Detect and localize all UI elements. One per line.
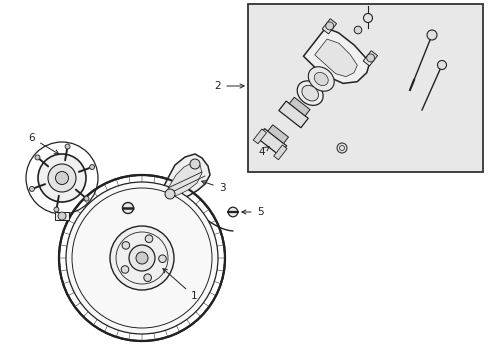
Polygon shape <box>158 154 209 202</box>
Circle shape <box>353 26 361 34</box>
Circle shape <box>228 207 237 217</box>
Circle shape <box>59 175 224 341</box>
Ellipse shape <box>301 85 318 101</box>
Bar <box>247 4 482 172</box>
Polygon shape <box>322 19 336 34</box>
Polygon shape <box>278 101 307 128</box>
Polygon shape <box>257 129 286 156</box>
Circle shape <box>437 60 446 69</box>
Polygon shape <box>289 97 309 116</box>
Circle shape <box>325 22 333 30</box>
Circle shape <box>164 189 175 199</box>
Circle shape <box>143 274 151 282</box>
Circle shape <box>336 143 346 153</box>
Circle shape <box>159 255 166 262</box>
Circle shape <box>66 182 218 334</box>
Circle shape <box>122 202 133 213</box>
Text: 2: 2 <box>214 81 244 91</box>
Circle shape <box>58 212 66 220</box>
Circle shape <box>366 54 374 62</box>
Circle shape <box>65 144 70 149</box>
Circle shape <box>145 235 152 243</box>
Circle shape <box>89 165 94 170</box>
Text: 4: 4 <box>258 147 268 157</box>
Circle shape <box>122 242 129 249</box>
Circle shape <box>121 266 128 273</box>
Text: 3: 3 <box>201 181 225 193</box>
Circle shape <box>29 186 34 192</box>
Ellipse shape <box>314 72 327 86</box>
Bar <box>55 212 69 220</box>
Text: 1: 1 <box>163 269 197 301</box>
Circle shape <box>190 159 200 169</box>
Circle shape <box>129 245 155 271</box>
Circle shape <box>84 196 89 201</box>
Circle shape <box>38 154 86 202</box>
Polygon shape <box>273 145 286 160</box>
Polygon shape <box>253 129 266 144</box>
Circle shape <box>54 207 59 212</box>
Polygon shape <box>267 125 288 143</box>
Text: 6: 6 <box>29 133 59 154</box>
Circle shape <box>35 155 40 160</box>
Circle shape <box>48 164 76 192</box>
Polygon shape <box>314 39 357 77</box>
Circle shape <box>426 30 436 40</box>
Circle shape <box>136 252 148 264</box>
Text: 5: 5 <box>242 207 263 217</box>
Circle shape <box>363 14 372 23</box>
Circle shape <box>55 171 68 185</box>
Polygon shape <box>363 51 377 66</box>
Polygon shape <box>164 162 202 197</box>
Circle shape <box>110 226 174 290</box>
Ellipse shape <box>297 81 323 105</box>
Ellipse shape <box>307 67 333 91</box>
Polygon shape <box>303 28 369 84</box>
